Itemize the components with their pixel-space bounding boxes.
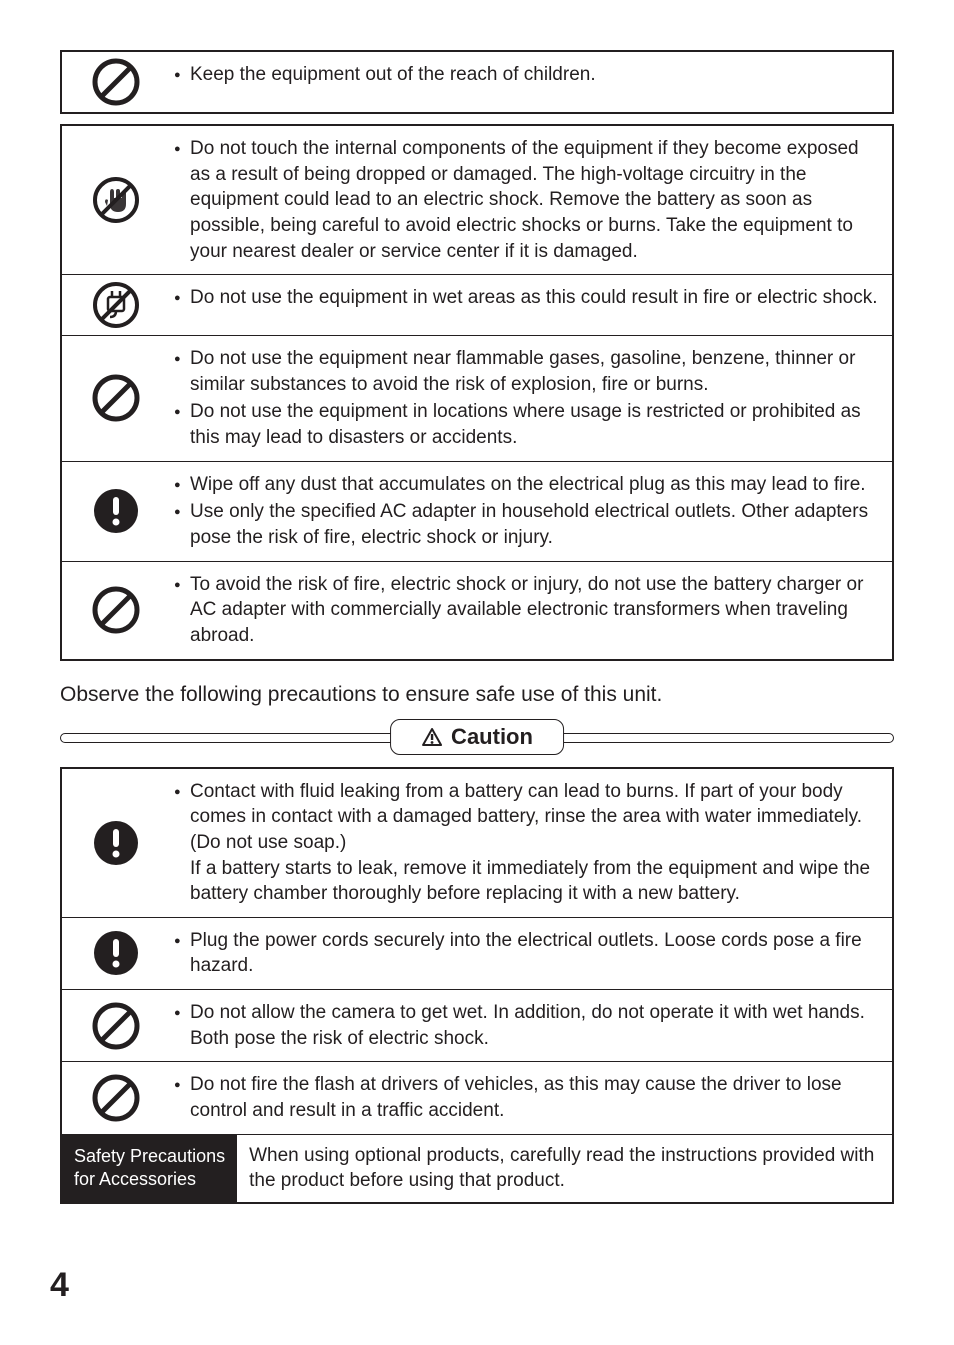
warning-text: Do not use the equipment near flammable … [170, 336, 892, 461]
caution-row: Plug the power cords securely into the e… [62, 918, 892, 990]
mandatory-icon [62, 462, 170, 561]
accessory-row: Safety Precautions for Accessories When … [62, 1135, 892, 1202]
warning-item: To avoid the risk of fire, electric shoc… [174, 572, 878, 649]
warning-item: Do not touch the internal components of … [174, 136, 878, 264]
warning-item: Wipe off any dust that accumulates on th… [174, 472, 878, 498]
warning-item: Keep the equipment out of the reach of c… [174, 62, 878, 88]
prohibit-icon [62, 52, 170, 112]
warning-section-2: Do not touch the internal components of … [60, 124, 894, 661]
caution-item: Do not allow the camera to get wet. In a… [174, 1000, 878, 1051]
accessory-label-line: Safety Precautions [74, 1145, 225, 1168]
prohibit-icon [62, 990, 170, 1061]
warning-text: To avoid the risk of fire, electric shoc… [170, 562, 892, 659]
accessory-text: When using optional products, carefully … [237, 1135, 892, 1202]
warning-item: Do not use the equipment in locations wh… [174, 399, 878, 450]
caution-item: Plug the power cords securely into the e… [174, 928, 878, 979]
warning-text: Wipe off any dust that accumulates on th… [170, 462, 892, 561]
accessory-label: Safety Precautions for Accessories [62, 1135, 237, 1202]
warning-row: Wipe off any dust that accumulates on th… [62, 462, 892, 562]
caution-text: Do not fire the flash at drivers of vehi… [170, 1062, 892, 1133]
warning-row: Keep the equipment out of the reach of c… [62, 52, 892, 112]
prohibit-icon [62, 562, 170, 659]
warning-triangle-icon [421, 727, 443, 747]
caution-banner: Caution [60, 719, 894, 759]
caution-text: Plug the power cords securely into the e… [170, 918, 892, 989]
mandatory-icon [62, 769, 170, 917]
caution-item: Contact with fluid leaking from a batter… [174, 779, 878, 907]
warning-item: Use only the specified AC adapter in hou… [174, 499, 878, 550]
warning-item: Do not use the equipment near flammable … [174, 346, 878, 397]
no-wet-plug-icon [62, 275, 170, 335]
warning-text: Keep the equipment out of the reach of c… [170, 52, 892, 112]
caution-text: Do not allow the camera to get wet. In a… [170, 990, 892, 1061]
intro-text: Observe the following precautions to ens… [60, 683, 894, 707]
warning-row: Do not touch the internal components of … [62, 126, 892, 275]
page-number: 4 [50, 1266, 69, 1305]
mandatory-icon [62, 918, 170, 989]
warning-row: Do not use the equipment in wet areas as… [62, 275, 892, 336]
accessory-label-line: for Accessories [74, 1168, 225, 1191]
banner-pill: Caution [390, 719, 564, 755]
warning-section-1: Keep the equipment out of the reach of c… [60, 50, 894, 114]
no-touch-icon [62, 126, 170, 274]
warning-text: Do not touch the internal components of … [170, 126, 892, 274]
warning-row: Do not use the equipment near flammable … [62, 336, 892, 462]
caution-item: Do not fire the flash at drivers of vehi… [174, 1072, 878, 1123]
banner-label: Caution [451, 724, 533, 750]
caution-row: Do not fire the flash at drivers of vehi… [62, 1062, 892, 1134]
caution-row: Do not allow the camera to get wet. In a… [62, 990, 892, 1062]
prohibit-icon [62, 1062, 170, 1133]
warning-row: To avoid the risk of fire, electric shoc… [62, 562, 892, 659]
warning-text: Do not use the equipment in wet areas as… [170, 275, 892, 335]
prohibit-icon [62, 336, 170, 461]
warning-item: Do not use the equipment in wet areas as… [174, 285, 878, 311]
caution-text: Contact with fluid leaking from a batter… [170, 769, 892, 917]
caution-section: Contact with fluid leaking from a batter… [60, 767, 894, 1204]
caution-row: Contact with fluid leaking from a batter… [62, 769, 892, 918]
